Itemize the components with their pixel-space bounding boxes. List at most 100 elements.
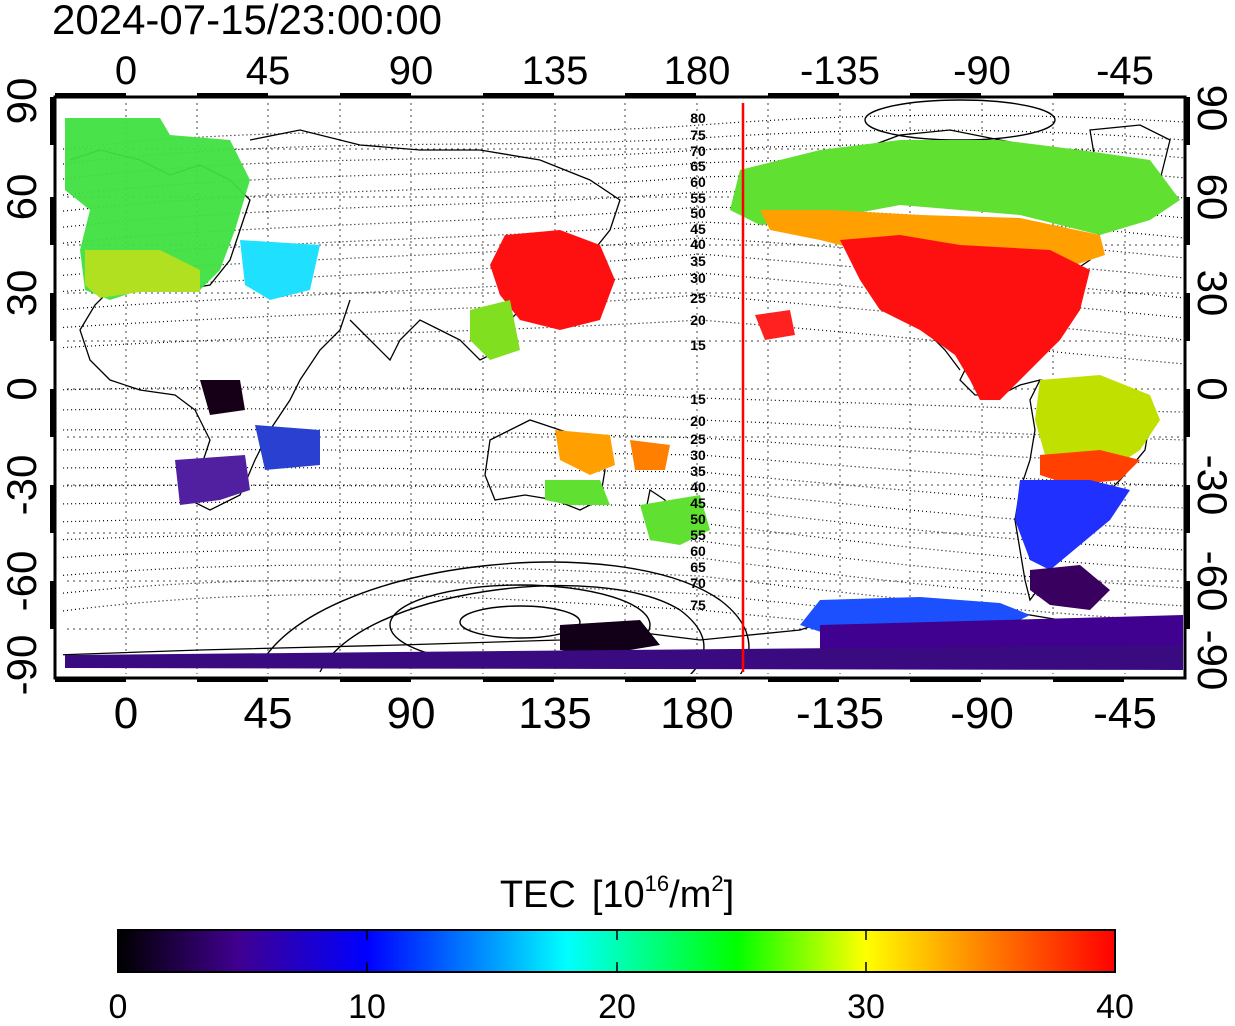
left-lat-tick-labels: 90 60 30 0 -30 -60 -90 xyxy=(0,78,45,696)
top-lon-tick: -90 xyxy=(953,49,1011,93)
timestamp-label: 2024-07-15/23:00:00 xyxy=(52,0,442,43)
colorbar-unit-exp: 16 xyxy=(645,871,669,896)
contour-label: 65 xyxy=(690,158,706,174)
contour-labels-south: 15 20 25 30 35 40 45 50 55 60 65 70 75 xyxy=(690,391,706,613)
contour-label: 60 xyxy=(690,543,706,559)
contour-label: 35 xyxy=(690,463,706,479)
left-lat-tick: -30 xyxy=(0,455,45,516)
tec-south-pacific xyxy=(630,440,670,470)
contour-label: 60 xyxy=(690,174,706,190)
colorbar-tick: 30 xyxy=(847,988,885,1021)
left-lat-tick: -60 xyxy=(0,551,45,612)
tec-patagonia xyxy=(1030,565,1110,610)
right-lat-tick: 0 xyxy=(1189,377,1235,400)
right-lat-tick: -30 xyxy=(1189,455,1235,516)
left-lat-tick: 60 xyxy=(0,174,45,221)
tec-middle-east xyxy=(240,240,320,300)
right-lat-tick: 30 xyxy=(1189,270,1235,317)
bottom-lon-tick: -90 xyxy=(950,689,1014,738)
contour-label: 15 xyxy=(690,337,706,353)
left-lat-tick: 30 xyxy=(0,270,45,317)
tec-data-patches xyxy=(65,118,1183,670)
colorbar-tick: 0 xyxy=(109,988,128,1021)
left-lat-tick: 90 xyxy=(0,78,45,125)
colorbar-unit-mid: /m xyxy=(669,874,711,916)
colorbar-tick: 10 xyxy=(348,988,386,1021)
contour-label: 20 xyxy=(690,312,706,328)
tec-antarctica-south xyxy=(65,645,1183,670)
bottom-lon-tick: 180 xyxy=(660,689,733,738)
top-lon-tick: -135 xyxy=(800,49,880,93)
contour-label: 15 xyxy=(690,391,706,407)
contour-label: 55 xyxy=(690,527,706,543)
right-lat-tick: -60 xyxy=(1189,551,1235,612)
bottom-lon-tick-labels: 0 45 90 135 180 -135 -90 -45 xyxy=(114,689,1157,738)
contour-label: 25 xyxy=(690,290,706,306)
tec-europe-south xyxy=(85,250,200,298)
contour-label: 30 xyxy=(690,270,706,286)
tec-east-asia xyxy=(490,230,615,330)
colorbar-tick-marks xyxy=(366,930,867,972)
top-lon-tick: -45 xyxy=(1096,49,1154,93)
contour-label: 40 xyxy=(690,479,706,495)
top-lon-tick: 135 xyxy=(522,49,589,93)
tec-south-america-band xyxy=(1040,450,1140,485)
colorbar-tick: 40 xyxy=(1096,988,1134,1021)
contour-label: 30 xyxy=(690,447,706,463)
contour-label: 80 xyxy=(690,110,706,126)
contour-label: 65 xyxy=(690,559,706,575)
contour-label: 40 xyxy=(690,236,706,252)
bottom-lon-tick: 90 xyxy=(387,689,436,738)
contour-label: 50 xyxy=(690,205,706,221)
contour-label: 70 xyxy=(690,575,706,591)
left-lat-tick: -90 xyxy=(0,635,45,696)
colorbar-unit-exp2: 2 xyxy=(711,871,723,896)
tec-australia xyxy=(545,480,610,505)
top-lon-tick: 90 xyxy=(389,49,434,93)
bottom-lon-tick: -135 xyxy=(796,689,884,738)
map-border-ticks xyxy=(50,93,1190,682)
top-lon-tick: 180 xyxy=(664,49,731,93)
tec-hawaii xyxy=(755,310,795,340)
tec-east-asia-south xyxy=(470,300,520,360)
colorbar: TEC [1016/m2] 0 10 20 30 40 xyxy=(109,871,1134,1026)
contour-label: 20 xyxy=(690,413,706,429)
tec-africa-east xyxy=(255,425,320,470)
left-lat-tick: 0 xyxy=(0,377,45,400)
bottom-lon-tick: 0 xyxy=(114,689,138,738)
right-lat-tick: 90 xyxy=(1189,85,1235,132)
right-lat-tick-labels: 90 60 30 0 -30 -60 -90 xyxy=(1189,85,1235,691)
tec-new-zealand xyxy=(640,495,710,545)
tec-south-america-south xyxy=(1015,480,1130,570)
colorbar-unit-end: ] xyxy=(724,874,735,916)
contour-label: 35 xyxy=(690,253,706,269)
top-lon-tick: 45 xyxy=(246,49,291,93)
colorbar-tick-labels: 0 10 20 30 40 xyxy=(109,988,1134,1026)
contour-label: 70 xyxy=(690,143,706,159)
tec-africa-dark xyxy=(200,380,245,415)
contour-label: 75 xyxy=(690,127,706,143)
bottom-lon-tick: 135 xyxy=(518,689,591,738)
top-lon-tick-labels: 0 45 90 135 180 -135 -90 -45 xyxy=(115,49,1154,93)
top-lon-tick: 0 xyxy=(115,49,137,93)
contour-labels-north: 80 75 70 65 60 55 50 45 40 35 30 25 20 1… xyxy=(690,110,706,353)
contour-label: 45 xyxy=(690,221,706,237)
tec-south-africa xyxy=(175,455,250,505)
tec-antarctica-dark xyxy=(560,620,660,655)
bottom-lon-tick: 45 xyxy=(244,689,293,738)
colorbar-title: TEC [1016/m2] xyxy=(500,871,734,916)
bottom-lon-tick: -45 xyxy=(1093,689,1157,738)
tec-north-america xyxy=(840,235,1090,400)
tec-australia-east xyxy=(555,430,615,475)
contour-label: 45 xyxy=(690,495,706,511)
contour-label: 50 xyxy=(690,511,706,527)
tec-south-america-north xyxy=(1035,375,1160,475)
colorbar-unit-base: [10 xyxy=(592,874,645,916)
contour-label: 25 xyxy=(690,431,706,447)
right-lat-tick: -90 xyxy=(1189,630,1235,691)
colorbar-tick: 20 xyxy=(598,988,636,1021)
contour-label: 55 xyxy=(690,190,706,206)
colorbar-title-tec: TEC xyxy=(500,874,576,916)
